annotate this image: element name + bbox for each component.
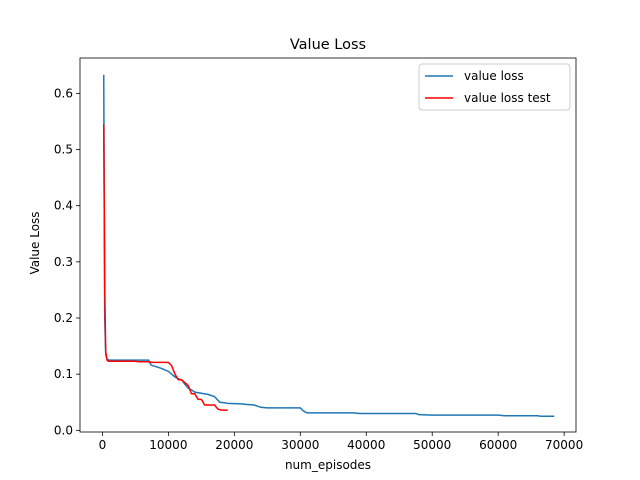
x-axis-label: num_episodes [285, 458, 371, 472]
x-axis: 0 10000 20000 30000 40000 50000 60000 70000 [99, 432, 583, 452]
series-line-value-loss-test [102, 124, 228, 411]
y-tick-label: 0.5 [54, 143, 73, 157]
x-tick-label: 20000 [215, 438, 253, 452]
y-tick-label: 0.2 [54, 311, 73, 325]
y-axis: 0.0 0.1 0.2 0.3 0.4 0.5 0.6 [54, 86, 80, 437]
y-tick-label: 0.3 [54, 255, 73, 269]
y-tick-label: 0.1 [54, 367, 73, 381]
chart-title: Value Loss [290, 37, 366, 53]
x-tick-label: 60000 [479, 438, 517, 452]
x-tick-label: 50000 [413, 438, 451, 452]
axes-border [79, 57, 577, 433]
y-tick-label: 0.4 [54, 199, 73, 213]
x-tick-label: 70000 [545, 438, 583, 452]
legend-label: value loss [464, 69, 524, 83]
x-tick-label: 30000 [281, 438, 319, 452]
legend: value loss value loss test [418, 63, 571, 111]
y-axis-label: Value Loss [28, 211, 42, 274]
y-tick-label: 0.6 [54, 86, 73, 100]
legend-label: value loss test [464, 91, 551, 105]
x-tick-label: 40000 [347, 438, 385, 452]
y-tick-label: 0.0 [54, 423, 73, 437]
legend-box [418, 63, 571, 111]
axes-frame [79, 57, 577, 433]
series-line-value-loss [102, 74, 555, 418]
x-tick-label: 10000 [149, 438, 187, 452]
plot-area [102, 74, 555, 418]
x-tick-label: 0 [99, 438, 107, 452]
